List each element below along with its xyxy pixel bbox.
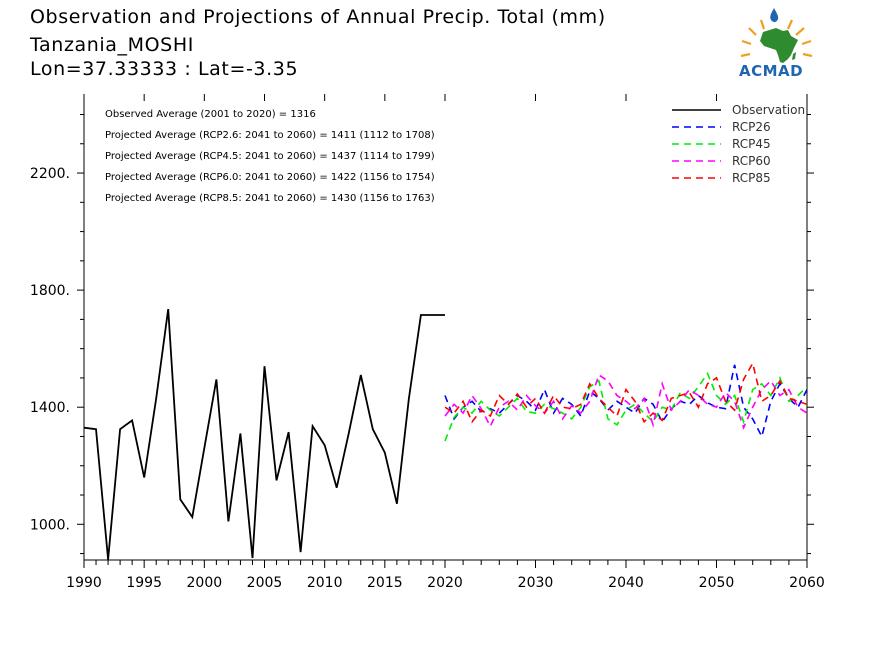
station-name: Tanzania_MOSHI — [30, 34, 194, 56]
series-rcp60 — [444, 373, 807, 430]
y-tick-label: 1800. — [30, 283, 70, 299]
series-layer — [84, 308, 807, 560]
average-annotation: Projected Average (RCP2.6: 2041 to 2060)… — [105, 130, 435, 141]
series-rcp85 — [444, 361, 807, 424]
legend-label-rcp85: RCP85 — [732, 171, 771, 185]
plot-frame — [83, 94, 808, 561]
legend-label-observation: Observation — [732, 103, 805, 117]
x-tick-label: 2000 — [187, 575, 223, 591]
x-tick-label: 1995 — [126, 575, 162, 591]
y-tick-label: 1000. — [30, 517, 70, 533]
y-axis: 1000. 1400. 1800. 2200. — [30, 113, 814, 555]
legend-label-rcp26: RCP26 — [732, 120, 771, 134]
x-tick-label: 1990 — [66, 575, 102, 591]
africa-map-logo-icon — [740, 8, 813, 63]
series-rcp45 — [444, 371, 807, 442]
y-tick-label: 2200. — [30, 166, 70, 182]
x-tick-label: 2020 — [427, 575, 463, 591]
x-tick-label: 2030 — [518, 575, 554, 591]
legend-label-rcp60: RCP60 — [732, 154, 771, 168]
series-observation — [84, 308, 445, 560]
x-tick-label: 2040 — [608, 575, 644, 591]
legend: Observation RCP26 RCP45 RCP60 RCP85 — [672, 103, 805, 185]
chart-title: Observation and Projections of Annual Pr… — [30, 6, 606, 28]
average-annotation: Projected Average (RCP4.5: 2041 to 2060)… — [105, 151, 435, 162]
average-annotation: Projected Average (RCP8.5: 2041 to 2060)… — [105, 193, 435, 204]
series-clip-group — [84, 308, 807, 560]
x-tick-label: 2010 — [307, 575, 343, 591]
station-coordinates: Lon=37.33333 : Lat=-3.35 — [30, 58, 299, 80]
x-axis: 1990 1995 2000 2005 2010 2015 2020 2030 2040 2050… — [66, 94, 825, 591]
average-annotation: Observed Average (2001 to 2020) = 1316 — [105, 109, 316, 120]
logo-text: ACMAD — [739, 62, 804, 80]
x-tick-label: 2050 — [699, 575, 735, 591]
x-tick-label: 2060 — [789, 575, 825, 591]
x-tick-label: 2015 — [367, 575, 403, 591]
average-annotation: Projected Average (RCP6.0: 2041 to 2060)… — [105, 172, 435, 183]
y-tick-label: 1400. — [30, 400, 70, 416]
annotations: Observed Average (2001 to 2020) = 1316 Pr… — [105, 109, 435, 204]
x-tick-label: 2005 — [247, 575, 283, 591]
legend-label-rcp45: RCP45 — [732, 137, 771, 151]
